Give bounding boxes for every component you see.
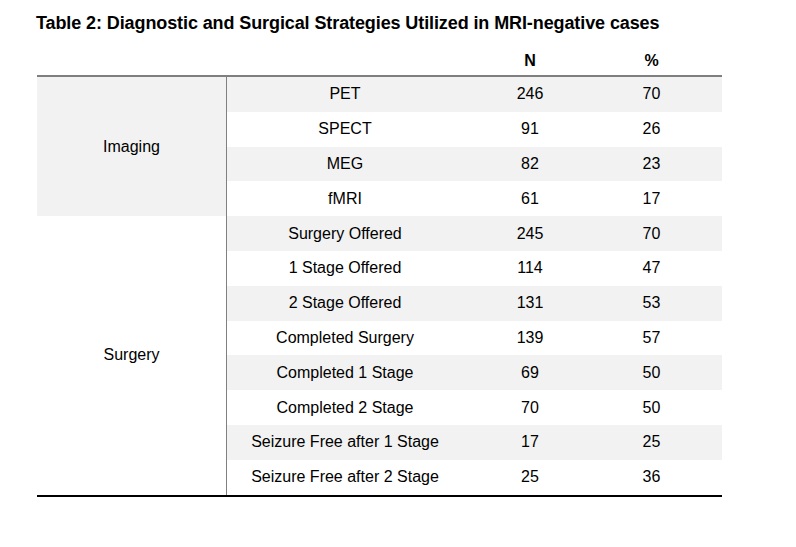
table-row: Completed Surgery 139 57 [227,321,722,356]
row-item-label: Seizure Free after 1 Stage [227,433,463,451]
row-n-value: 114 [463,259,597,277]
data-table: N % Imaging Surgery PET 246 70 SPECT 91 … [37,47,722,497]
row-pct-value: 50 [597,399,722,417]
row-pct-value: 26 [597,120,722,138]
row-item-label: 1 Stage Offered [227,259,463,277]
row-n-value: 82 [463,155,597,173]
table-row: Seizure Free after 1 Stage 17 25 [227,425,722,460]
table-row: PET 246 70 [227,77,722,112]
row-n-value: 246 [463,85,597,103]
row-n-value: 131 [463,294,597,312]
row-pct-value: 70 [597,225,722,243]
row-item-label: Completed 1 Stage [227,364,463,382]
header-n: N [463,52,597,70]
row-n-value: 17 [463,433,597,451]
row-item-label: 2 Stage Offered [227,294,463,312]
row-n-value: 69 [463,364,597,382]
table-row: Surgery Offered 245 70 [227,216,722,251]
row-item-label: Seizure Free after 2 Stage [227,468,463,486]
table-header-row: N % [37,47,722,75]
row-n-value: 70 [463,399,597,417]
group-cell-surgery: Surgery [37,216,226,494]
row-item-label: Completed 2 Stage [227,399,463,417]
row-item-label: Surgery Offered [227,225,463,243]
row-n-value: 25 [463,468,597,486]
row-pct-value: 70 [597,85,722,103]
table-row: fMRI 61 17 [227,181,722,216]
group-column: Imaging Surgery [37,77,227,495]
group-cell-imaging: Imaging [37,77,226,216]
row-item-label: fMRI [227,190,463,208]
table-body: Imaging Surgery PET 246 70 SPECT 91 26 M… [37,75,722,497]
row-n-value: 91 [463,120,597,138]
table-row: SPECT 91 26 [227,112,722,147]
row-pct-value: 50 [597,364,722,382]
row-pct-value: 47 [597,259,722,277]
row-pct-value: 23 [597,155,722,173]
row-pct-value: 25 [597,433,722,451]
row-n-value: 61 [463,190,597,208]
table-row: 1 Stage Offered 114 47 [227,251,722,286]
row-n-value: 139 [463,329,597,347]
table-rows: PET 246 70 SPECT 91 26 MEG 82 23 fMRI 61 [227,77,722,495]
row-item-label: PET [227,85,463,103]
table-row: Completed 2 Stage 70 50 [227,390,722,425]
table-title: Table 2: Diagnostic and Surgical Strateg… [36,13,659,34]
table-row: Seizure Free after 2 Stage 25 36 [227,460,722,495]
row-pct-value: 53 [597,294,722,312]
row-pct-value: 36 [597,468,722,486]
header-percent: % [597,52,722,70]
row-item-label: Completed Surgery [227,329,463,347]
row-item-label: MEG [227,155,463,173]
table-row: 2 Stage Offered 131 53 [227,286,722,321]
row-n-value: 245 [463,225,597,243]
row-item-label: SPECT [227,120,463,138]
row-pct-value: 57 [597,329,722,347]
document-page: Table 2: Diagnostic and Surgical Strateg… [0,0,796,547]
table-row: MEG 82 23 [227,147,722,182]
row-pct-value: 17 [597,190,722,208]
table-row: Completed 1 Stage 69 50 [227,355,722,390]
